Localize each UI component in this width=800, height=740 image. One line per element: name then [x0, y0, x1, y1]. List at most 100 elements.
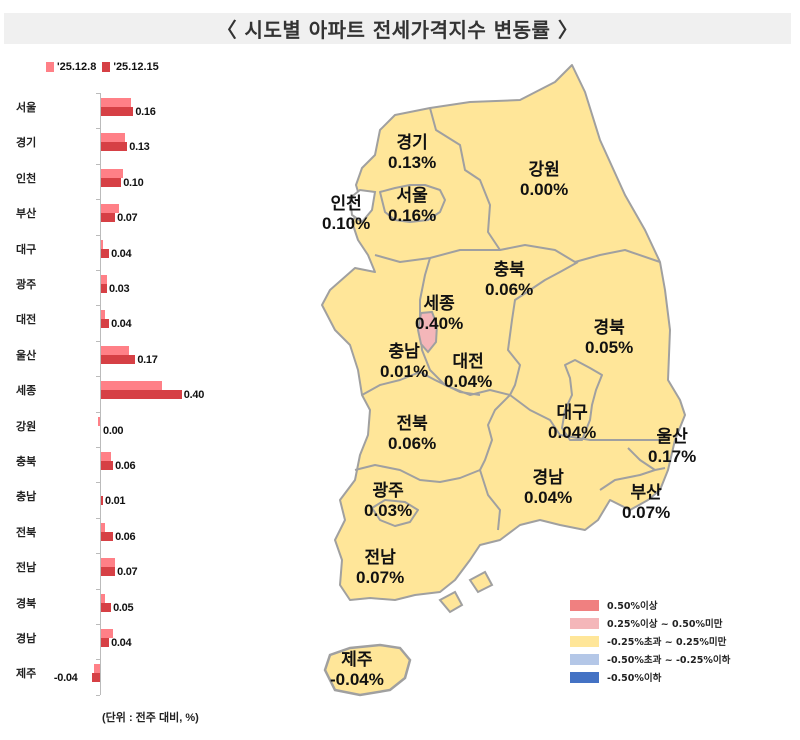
bar-row: 충남 0.01	[0, 482, 240, 517]
map-region-name: 대전	[452, 352, 484, 371]
bar-row: 세종 0.40	[0, 376, 240, 411]
bar-value-label: 0.06	[115, 530, 136, 543]
map-region-value: 0.07%	[356, 568, 405, 587]
axis-tick	[96, 163, 100, 165]
map-legend-swatch	[570, 653, 599, 665]
bar-category-label: 제주	[16, 667, 37, 681]
bar-curr-week	[101, 390, 182, 400]
bar-curr-week	[101, 107, 134, 116]
map-mainland	[321, 64, 686, 601]
bar-chart: 서울 0.16 경기 0.13 인천 0.10 부산 0.07 대구 0.04 광주 0.03 대전 0.…	[0, 86, 240, 696]
map-region-name: 울산	[656, 427, 688, 446]
map-label-daejeon: 대전 0.04%	[444, 352, 492, 392]
bar-prev-week	[101, 345, 130, 355]
bar-row: 인천 0.10	[0, 164, 240, 199]
bar-curr-week	[101, 284, 108, 293]
bar-prev-week	[101, 133, 126, 143]
axis-tick	[96, 411, 100, 413]
bar-prev-week	[101, 629, 114, 638]
map-legend-item: 0.25%이상 ~ 0.50%미만	[570, 614, 730, 632]
axis-tick	[96, 447, 100, 448]
axis-tick	[96, 199, 100, 201]
map-region-value: 0.01%	[380, 362, 429, 381]
bar-prev-week	[101, 593, 106, 603]
map-label-sejong: 세종 0.40%	[415, 294, 463, 334]
bar-prev-week	[101, 204, 120, 214]
bar-chart-legend: '25.12.8 '25.12.15	[46, 61, 165, 73]
map-region-name: 경기	[396, 133, 428, 152]
bar-value-label: 0.06	[115, 460, 136, 472]
axis-tick	[96, 128, 100, 130]
map-legend-swatch	[570, 599, 599, 611]
map-region-value: 0.10%	[322, 214, 371, 233]
bar-value-label: 0.07	[117, 566, 138, 579]
map-legend-swatch	[570, 635, 599, 647]
bar-row: 충북 0.06	[0, 447, 240, 482]
bar-row: 강원 0.00	[0, 412, 240, 447]
map-legend-label: -0.50%초과 ~ -0.25%이하	[607, 655, 731, 666]
bar-category-label: 경북	[16, 596, 37, 610]
axis-tick	[96, 517, 100, 519]
bar-row: 대전 0.04	[0, 305, 240, 340]
axis-tick	[96, 270, 100, 271]
bar-category-label: 강원	[16, 419, 37, 433]
bar-category-label: 인천	[16, 171, 37, 185]
map-label-seoul: 서울 0.16%	[388, 186, 436, 226]
bar-row: 대구 0.04	[0, 235, 240, 270]
bar-prev-week	[101, 275, 108, 284]
bar-row: 경남 0.04	[0, 624, 240, 659]
bar-row: 전남 0.07	[0, 553, 240, 588]
bar-category-label: 전북	[16, 525, 37, 539]
map-label-chungbuk: 충북 0.06%	[485, 260, 533, 300]
map-legend: 0.50%이상 0.25%이상 ~ 0.50%미만 -0.25%초과 ~ 0.25%…	[570, 596, 730, 686]
bar-value-label: -0.04	[53, 672, 78, 685]
axis-tick	[96, 659, 100, 661]
bar-category-label: 서울	[16, 101, 37, 114]
map-label-jeonnam: 전남 0.07%	[356, 548, 404, 588]
axis-tick	[96, 376, 100, 378]
map-label-incheon: 인천 0.10%	[322, 194, 370, 234]
map-region-name: 전남	[364, 548, 396, 567]
bar-curr-week	[101, 638, 110, 647]
axis-tick	[96, 624, 100, 625]
map-region-name: 경남	[532, 468, 564, 487]
legend-label-prev-week: '25.12.8	[57, 61, 97, 73]
bar-value-label: 0.04	[111, 637, 132, 649]
map-region-value: 0.17%	[648, 447, 697, 466]
bar-value-label: 0.04	[111, 318, 132, 331]
bar-row: 경기 0.13	[0, 128, 240, 163]
bar-category-label: 경기	[16, 136, 37, 150]
map-region-name: 충남	[388, 342, 420, 361]
map-region-value: 0.06%	[388, 434, 437, 453]
map-region-value: 0.05%	[585, 338, 634, 357]
bar-prev-week	[101, 381, 162, 391]
axis-tick	[96, 340, 100, 342]
map-legend-item: 0.50%이상	[570, 596, 730, 614]
bar-category-label: 울산	[16, 348, 37, 362]
bar-curr-week	[101, 531, 114, 541]
map-region-name: 서울	[396, 186, 428, 205]
map-region-name: 제주	[341, 650, 373, 669]
bar-value-label: 0.05	[113, 601, 134, 614]
map-incheon-coast	[348, 188, 377, 224]
bar-prev-week	[97, 416, 100, 426]
axis-tick	[96, 234, 100, 236]
map-region-name: 경북	[593, 318, 625, 337]
bar-curr-week	[101, 248, 110, 258]
bar-curr-week	[101, 567, 116, 577]
bar-value-label: 0.07	[117, 212, 138, 225]
page-title: 〈 시도별 아파트 전세가격지수 변동률 〉	[216, 18, 579, 42]
legend-swatch-prev-week	[46, 62, 54, 72]
map-region-name: 인천	[330, 194, 362, 213]
bar-prev-week	[93, 664, 100, 674]
bar-category-label: 경남	[16, 632, 37, 645]
bar-curr-week	[101, 354, 136, 364]
map-label-gyeongnam: 경남 0.04%	[524, 468, 572, 508]
axis-tick	[96, 694, 100, 696]
map-legend-label: 0.50%이상	[607, 601, 658, 612]
map-region-name: 부산	[630, 483, 662, 502]
bar-value-label: 0.01	[105, 495, 126, 508]
bar-curr-week	[101, 319, 110, 329]
map-label-gangwon: 강원 0.00%	[520, 160, 568, 200]
map-label-gwangju: 광주 0.03%	[364, 481, 412, 521]
